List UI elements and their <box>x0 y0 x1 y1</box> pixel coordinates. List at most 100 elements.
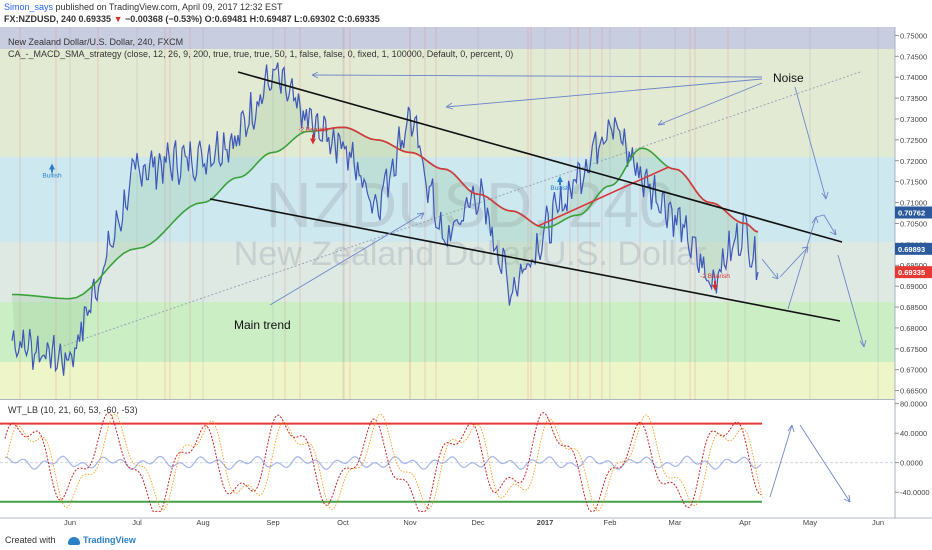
time-axis[interactable]: Jun Jul Aug Sep Oct Nov Dec 2017 Feb Mar Apr May Jun <box>64 518 884 527</box>
oscillator-projection-arrows[interactable] <box>769 424 851 503</box>
price-tick-label: 0.72000 <box>900 157 927 166</box>
price-badge <box>895 206 932 219</box>
indicator-label: CA_-_MACD_SMA_strategy (close, 12, 26, 9… <box>8 49 513 59</box>
main-trend-arrow[interactable] <box>269 212 425 306</box>
noise-label: Noise <box>773 71 804 85</box>
noise-arrow-1 <box>311 74 763 78</box>
time-tick-label: May <box>803 518 817 527</box>
price-line <box>11 62 759 376</box>
price-badge-label: 0.70762 <box>898 208 925 217</box>
zone-top <box>0 27 895 49</box>
noise-arrow-2 <box>445 78 763 108</box>
price-tick-label: 0.69000 <box>900 282 927 291</box>
price-tick-label: 0.73500 <box>900 94 927 103</box>
price-tick-label: 0.73000 <box>900 115 927 124</box>
oscillator-label: WT_LB (10, 21, 60, 53, -60, -53) <box>8 405 138 415</box>
down-arrow-icon: ▼ <box>113 14 123 24</box>
lower-trend-line[interactable] <box>209 198 841 322</box>
buy-arrow-icon <box>557 176 563 183</box>
signal-label: Bullish <box>550 185 570 192</box>
time-tick-label: Nov <box>403 518 417 527</box>
tradingview-cloud-icon <box>68 536 80 545</box>
upper-trend-line[interactable] <box>237 71 843 243</box>
price-tick-label: 0.75000 <box>900 31 927 40</box>
watermark-name: New Zealand Dollar/U.S. Dollar <box>234 235 706 273</box>
price-tick-label: 0.67500 <box>900 345 927 354</box>
oscillator-pane: WT_LB (10, 21, 60, 53, -60, -53) <box>0 400 895 518</box>
zone-green <box>0 302 895 362</box>
oscillator-tick-label: -40.0000 <box>900 488 930 497</box>
time-tick-label: Jun <box>64 518 76 527</box>
price-badge <box>895 266 932 279</box>
price-badge-label: 0.69335 <box>898 268 925 277</box>
price-badge <box>895 242 932 255</box>
oscillator-axis-ticks: 80.0000 40.0000 0.0000 -40.0000 <box>895 400 930 497</box>
tradingview-logo[interactable]: TradingView <box>68 530 136 550</box>
signal-buy: Bullish <box>550 176 570 192</box>
symbol-line: FX:NZDUSD, 240 0.69335 ▼ −0.00368 (−0.53… <box>4 13 380 25</box>
time-tick-label: Dec <box>471 518 485 527</box>
footer: Created with TradingView <box>0 530 932 550</box>
price-tick-label: 0.69500 <box>900 261 927 270</box>
price-tick-label: 0.68000 <box>900 324 927 333</box>
price-chart[interactable]: NZDUSD, 240 New Zealand Dollar/U.S. Doll… <box>0 27 932 527</box>
price-tick-label: 0.67000 <box>900 366 927 375</box>
signal-label: -2 Bearish <box>700 273 730 280</box>
zone-upper <box>0 49 895 157</box>
tradingview-brand: TradingView <box>83 535 136 545</box>
oscillator-wt1 <box>4 412 762 512</box>
price-tick-label: 0.74000 <box>900 73 927 82</box>
chart-frame: NZDUSD, 240 New Zealand Dollar/U.S. Doll… <box>0 27 932 527</box>
sell-arrow-icon <box>712 284 718 291</box>
price-tick-label: 0.68500 <box>900 303 927 312</box>
signal-sell: -2 Bearish <box>700 273 730 291</box>
time-tick-label: Apr <box>739 518 751 527</box>
main-trend-label: Main trend <box>234 318 291 332</box>
oscillator-tick-label: 40.0000 <box>900 429 927 438</box>
time-tick-label: Jul <box>132 518 142 527</box>
price-badge-label: 0.69893 <box>898 245 925 254</box>
sma-fill-area <box>12 67 758 376</box>
sell-arrow-icon <box>310 138 316 145</box>
price-change: −0.00368 (−0.53%) <box>125 14 203 24</box>
background-zones <box>0 27 895 427</box>
publish-info: published on TradingView.com, April 09, … <box>53 2 283 12</box>
time-tick-label: Oct <box>337 518 350 527</box>
noise-arrows[interactable] <box>311 71 763 126</box>
projection-arrows[interactable] <box>761 86 867 348</box>
buy-arrow-icon <box>49 163 55 170</box>
price-tick-label: 0.72500 <box>900 136 927 145</box>
chart-title: New Zealand Dollar/U.S. Dollar, 240, FXC… <box>8 37 183 47</box>
price-tick-label: 0.74500 <box>900 52 927 61</box>
oscillator-tick-label: 80.0000 <box>900 400 927 409</box>
oscillator-tick-label: 0.0000 <box>900 459 923 468</box>
ohlc-values: O:0.69481 H:0.69487 L:0.69302 C:0.69335 <box>204 14 380 24</box>
price-tick-label: 0.66500 <box>900 387 927 396</box>
symbol-label: FX:NZDUSD, 240 <box>4 14 77 24</box>
price-tick-label: 0.70500 <box>900 219 927 228</box>
time-tick-label: Aug <box>196 518 209 527</box>
dotted-trend-line <box>59 71 861 348</box>
chart-header: Simon_says published on TradingView.com,… <box>0 0 932 26</box>
oscillator-histogram <box>4 455 762 470</box>
price-tick-label: 0.71500 <box>900 178 927 187</box>
time-tick-label: 2017 <box>537 518 554 527</box>
time-tick-label: Feb <box>604 518 617 527</box>
oscillator-background <box>0 400 895 518</box>
price-tick-label: 0.71000 <box>900 199 927 208</box>
drawings: Noise Main trend <box>209 71 867 348</box>
author-link[interactable]: Simon_says <box>4 2 54 12</box>
last-price: 0.69335 <box>78 14 112 24</box>
zone-lower <box>0 362 895 399</box>
pane-separator <box>0 399 932 400</box>
price-badges: 0.70762 0.69893 0.69335 <box>895 206 932 279</box>
strategy-signals: Bullish -2 Bearish Bullish -2 Bearish <box>42 126 730 291</box>
signal-label: Bullish <box>42 172 62 179</box>
signal-sell: -2 Bearish <box>298 126 328 145</box>
publish-line: Simon_says published on TradingView.com,… <box>4 1 283 13</box>
time-tick-label: Sep <box>266 518 279 527</box>
signal-buy: Bullish <box>42 163 62 179</box>
price-axis-ticks: 0.75000 0.74500 0.74000 0.73500 0.73000 0.725… <box>895 31 927 396</box>
created-with-label: Created with <box>5 535 56 545</box>
time-tick-label: Mar <box>669 518 682 527</box>
